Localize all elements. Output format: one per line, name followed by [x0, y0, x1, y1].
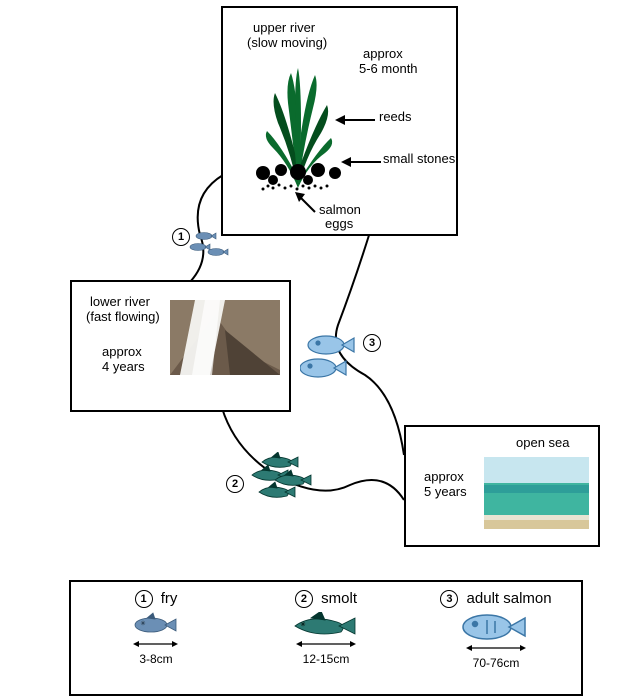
legend-size-adult: 70-76cm [473, 656, 520, 670]
upper-title-2: (slow moving) [247, 35, 327, 51]
size-arrow-adult [466, 644, 526, 652]
lower-duration-1: approx [102, 344, 142, 360]
lower-title-2: (fast flowing) [86, 309, 160, 325]
arrow-stones [341, 156, 381, 168]
smolt-icon [291, 612, 361, 638]
adult-cluster [300, 330, 370, 385]
legend-num-2: 2 [295, 590, 313, 608]
fry-cluster [188, 226, 238, 266]
legend-size-smolt: 12-15cm [303, 652, 350, 666]
legend-num-3: 3 [440, 590, 458, 608]
size-arrow-fry [133, 640, 178, 648]
fry-icon [131, 612, 181, 638]
sea-duration-1: approx [424, 469, 464, 485]
legend-box: 1 fry 3-8cm 2 smolt [69, 580, 583, 696]
label-reeds: reeds [379, 109, 412, 125]
upper-duration-2: 5-6 month [359, 61, 418, 77]
stage-box-upper-river: upper river (slow moving) approx 5-6 mon… [221, 6, 458, 236]
lower-duration-2: 4 years [102, 359, 145, 375]
legend-item-smolt: 2 smolt 12-15cm [242, 590, 410, 666]
lower-title-1: lower river [90, 294, 150, 310]
stage-box-lower-river: lower river (fast flowing) approx 4 year… [70, 280, 291, 412]
legend-name-adult: adult salmon [467, 590, 552, 607]
legend-item-adult: 3 adult salmon 70-76cm [412, 590, 580, 670]
legend-size-fry: 3-8cm [139, 652, 172, 666]
marker-2: 2 [226, 475, 244, 493]
label-stones: small stones [383, 151, 455, 167]
sea-title: open sea [516, 435, 570, 451]
size-arrow-smolt [296, 640, 356, 648]
diagram-canvas: upper river (slow moving) approx 5-6 mon… [0, 0, 640, 699]
upper-title-1: upper river [253, 20, 315, 36]
stones-illustration [243, 158, 353, 193]
legend-item-fry: 1 fry 3-8cm [72, 590, 240, 666]
legend-name-fry: fry [161, 590, 178, 607]
legend-num-1: 1 [135, 590, 153, 608]
legend-name-smolt: smolt [321, 590, 357, 607]
sea-image [484, 457, 589, 529]
upper-duration-1: approx [363, 46, 403, 62]
arrow-reeds [335, 114, 375, 126]
waterfall-image [170, 300, 280, 375]
sea-duration-2: 5 years [424, 484, 467, 500]
label-eggs-2: eggs [325, 216, 353, 232]
stage-box-open-sea: open sea approx 5 years [404, 425, 600, 547]
smolt-cluster [245, 452, 330, 507]
adult-icon [461, 612, 531, 642]
